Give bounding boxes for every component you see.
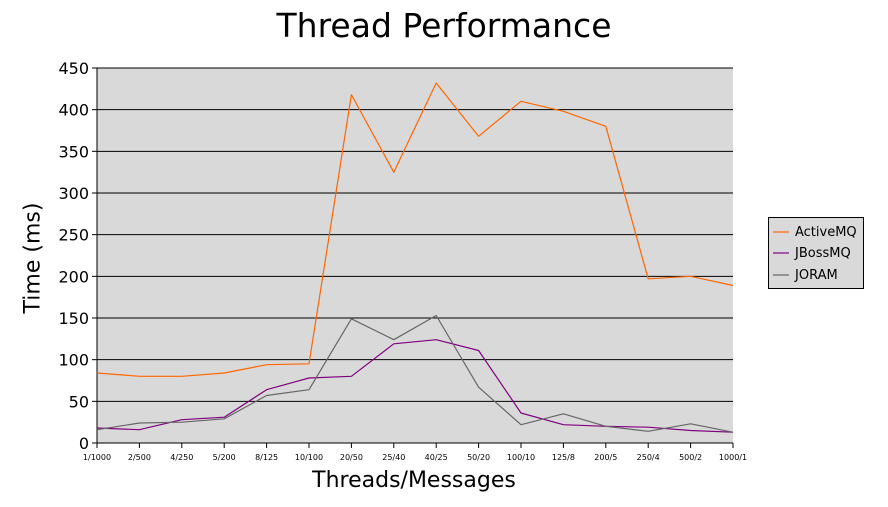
y-tick-label: 50	[69, 392, 89, 411]
x-tick-label: 5/200	[213, 453, 236, 462]
legend-label: ActiveMQ	[795, 224, 857, 240]
gridlines	[96, 67, 733, 444]
x-tick-label: 10/100	[295, 453, 323, 462]
x-tick-label: 125/8	[552, 453, 575, 462]
series-line-activemq	[96, 82, 734, 377]
x-axis-label: Threads/Messages	[312, 468, 516, 493]
series-line-joram	[96, 314, 734, 433]
y-tick-label: 200	[58, 267, 89, 286]
x-tick-label: 8/125	[255, 453, 278, 462]
y-axis-ticks: 0 50 100 150 200 250 300 350 400 450	[58, 59, 97, 453]
x-tick-label: 40/25	[425, 453, 448, 462]
legend: ActiveMQ JBossMQ JORAM	[768, 217, 864, 289]
y-tick-label: 300	[58, 184, 89, 203]
x-tick-label: 500/2	[679, 453, 702, 462]
x-tick-label: 25/40	[382, 453, 405, 462]
legend-label: JBossMQ	[795, 245, 851, 261]
y-tick-label: 450	[58, 59, 89, 78]
series-line-jbossmq	[96, 339, 734, 433]
x-axis-ticks: 1/1000 2/500 4/250 5/200 8/125 10/100 20/50 25/…	[83, 443, 747, 462]
x-tick-label: 2/500	[128, 453, 151, 462]
x-tick-label: 200/5	[594, 453, 617, 462]
x-tick-label: 20/50	[340, 453, 363, 462]
legend-label: JORAM	[795, 267, 838, 283]
y-tick-label: 0	[79, 434, 89, 453]
legend-item-jbossmq: JBossMQ	[773, 243, 851, 263]
chart-title: Thread Performance	[276, 6, 612, 45]
y-tick-label: 250	[58, 226, 89, 245]
x-tick-label: 1000/1	[719, 453, 747, 462]
legend-item-joram: JORAM	[773, 265, 838, 285]
legend-item-activemq: ActiveMQ	[773, 222, 857, 242]
y-tick-label: 150	[58, 309, 89, 328]
x-tick-label: 100/10	[507, 453, 535, 462]
x-tick-label: 250/4	[637, 453, 660, 462]
legend-swatch-activemq	[773, 231, 789, 233]
legend-swatch-joram	[773, 274, 789, 276]
y-tick-label: 100	[58, 351, 89, 370]
x-tick-label: 1/1000	[83, 453, 111, 462]
y-tick-label: 350	[58, 142, 89, 161]
plot-area	[97, 68, 733, 443]
series-lines	[96, 82, 734, 433]
y-tick-label: 400	[58, 101, 89, 120]
legend-swatch-jbossmq	[773, 252, 789, 254]
x-tick-label: 50/20	[467, 453, 490, 462]
x-tick-label: 4/250	[170, 453, 193, 462]
